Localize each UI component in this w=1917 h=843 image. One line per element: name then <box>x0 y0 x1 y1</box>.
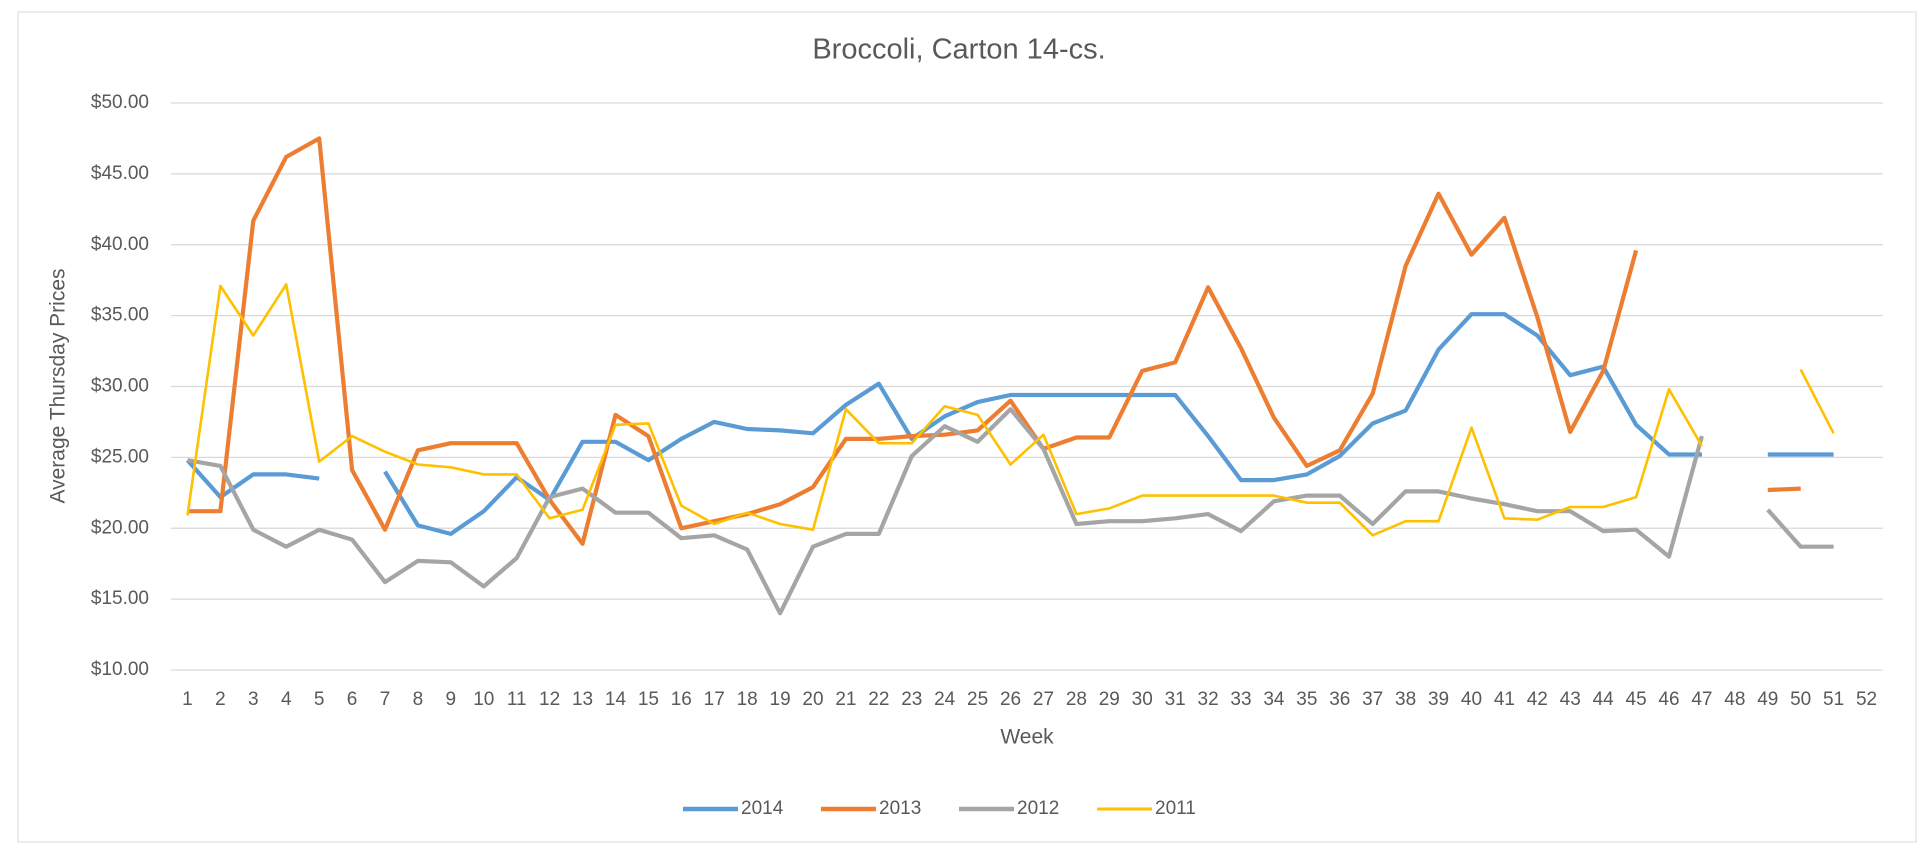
x-tick-label: 30 <box>1132 689 1153 710</box>
y-tick-label: $30.00 <box>91 376 149 397</box>
x-tick-label: 43 <box>1560 689 1581 710</box>
x-tick-label: 48 <box>1724 689 1745 710</box>
x-tick-label: 38 <box>1395 689 1416 710</box>
x-tick-label: 6 <box>347 689 358 710</box>
x-tick-label: 4 <box>281 689 292 710</box>
x-tick-label: 31 <box>1165 689 1186 710</box>
y-tick-label: $15.00 <box>91 588 149 609</box>
x-tick-label: 18 <box>737 689 758 710</box>
x-tick-label: 49 <box>1757 689 1778 710</box>
x-tick-label: 34 <box>1263 689 1285 710</box>
x-tick-label: 42 <box>1527 689 1548 710</box>
x-tick-label: 36 <box>1329 689 1350 710</box>
y-tick-label: $35.00 <box>91 305 149 326</box>
x-tick-label: 24 <box>934 689 956 710</box>
x-tick-label: 5 <box>314 689 325 710</box>
x-axis-label: Week <box>1000 726 1054 749</box>
x-tick-label: 15 <box>638 689 659 710</box>
x-tick-label: 28 <box>1066 689 1087 710</box>
x-tick-label: 25 <box>967 689 988 710</box>
legend-label: 2014 <box>741 798 784 819</box>
x-tick-label: 52 <box>1856 689 1877 710</box>
x-tick-label: 11 <box>507 689 527 710</box>
x-tick-label: 23 <box>901 689 922 710</box>
series-line <box>187 136 1801 546</box>
x-tick-label: 3 <box>248 689 259 710</box>
x-tick-label: 26 <box>1000 689 1021 710</box>
chart-frame <box>17 11 1917 843</box>
y-tick-label: $10.00 <box>91 659 149 680</box>
x-tick-label: 32 <box>1198 689 1219 710</box>
x-tick-label: 51 <box>1823 689 1844 710</box>
x-tick-label: 44 <box>1593 689 1615 710</box>
x-tick-label: 9 <box>446 689 457 710</box>
x-tick-label: 10 <box>473 689 494 710</box>
y-tick-label: $40.00 <box>91 234 149 255</box>
x-tick-label: 21 <box>835 689 856 710</box>
series-line <box>185 312 1834 536</box>
x-tick-label: 27 <box>1033 689 1054 710</box>
x-tick-label: 13 <box>572 689 593 710</box>
x-tick-label: 33 <box>1230 689 1251 710</box>
x-tick-label: 39 <box>1428 689 1449 710</box>
series-line <box>186 283 1835 537</box>
y-tick-label: $45.00 <box>91 163 149 184</box>
x-tick-label: 29 <box>1099 689 1120 710</box>
x-tick-label: 7 <box>380 689 391 710</box>
y-tick-label: $25.00 <box>91 446 149 467</box>
x-tick-label: 14 <box>605 689 627 710</box>
x-tick-label: 1 <box>182 689 193 710</box>
x-tick-label: 2 <box>215 689 226 710</box>
legend-label: 2011 <box>1155 798 1196 819</box>
legend-label: 2012 <box>1017 798 1059 819</box>
x-tick-label: 16 <box>671 689 692 710</box>
y-tick-label: $50.00 <box>91 92 149 113</box>
x-tick-label: 45 <box>1626 689 1647 710</box>
y-axis-label: Average Thursday Prices <box>47 268 70 503</box>
chart-title: Broccoli, Carton 14-cs. <box>812 34 1105 66</box>
x-tick-label: 41 <box>1494 689 1515 710</box>
x-tick-label: 20 <box>802 689 823 710</box>
x-tick-label: 46 <box>1658 689 1679 710</box>
x-tick-label: 37 <box>1362 689 1383 710</box>
x-tick-label: 19 <box>770 689 791 710</box>
x-tick-label: 17 <box>704 689 725 710</box>
x-tick-label: 12 <box>539 689 560 710</box>
y-tick-label: $20.00 <box>91 517 149 538</box>
x-tick-label: 35 <box>1296 689 1317 710</box>
x-tick-label: 40 <box>1461 689 1482 710</box>
x-tick-label: 8 <box>413 689 424 710</box>
x-tick-label: 47 <box>1691 689 1712 710</box>
x-tick-label: 50 <box>1790 689 1811 710</box>
legend-label: 2013 <box>879 798 921 819</box>
x-tick-label: 22 <box>868 689 889 710</box>
